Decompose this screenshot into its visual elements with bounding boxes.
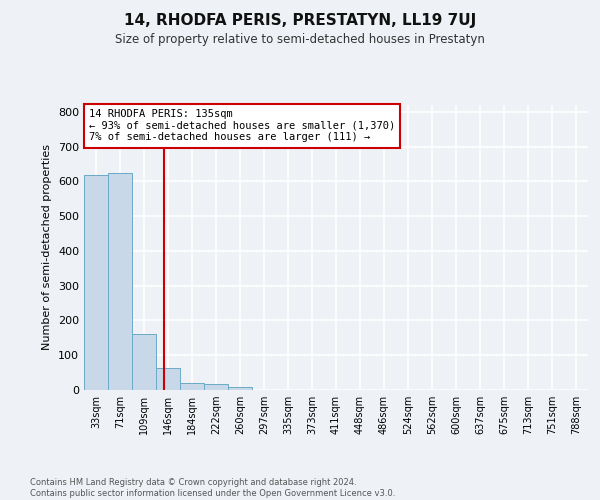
Y-axis label: Number of semi-detached properties: Number of semi-detached properties [43,144,52,350]
Bar [156,368,180,390]
Bar [108,173,132,390]
Bar [180,383,204,390]
Text: Size of property relative to semi-detached houses in Prestatyn: Size of property relative to semi-detach… [115,32,485,46]
Bar [228,387,252,390]
Text: 14, RHODFA PERIS, PRESTATYN, LL19 7UJ: 14, RHODFA PERIS, PRESTATYN, LL19 7UJ [124,12,476,28]
Bar [132,334,156,390]
Text: 14 RHODFA PERIS: 135sqm
← 93% of semi-detached houses are smaller (1,370)
7% of : 14 RHODFA PERIS: 135sqm ← 93% of semi-de… [89,110,395,142]
Bar [204,384,228,390]
Text: Contains HM Land Registry data © Crown copyright and database right 2024.
Contai: Contains HM Land Registry data © Crown c… [30,478,395,498]
Bar [84,174,108,390]
